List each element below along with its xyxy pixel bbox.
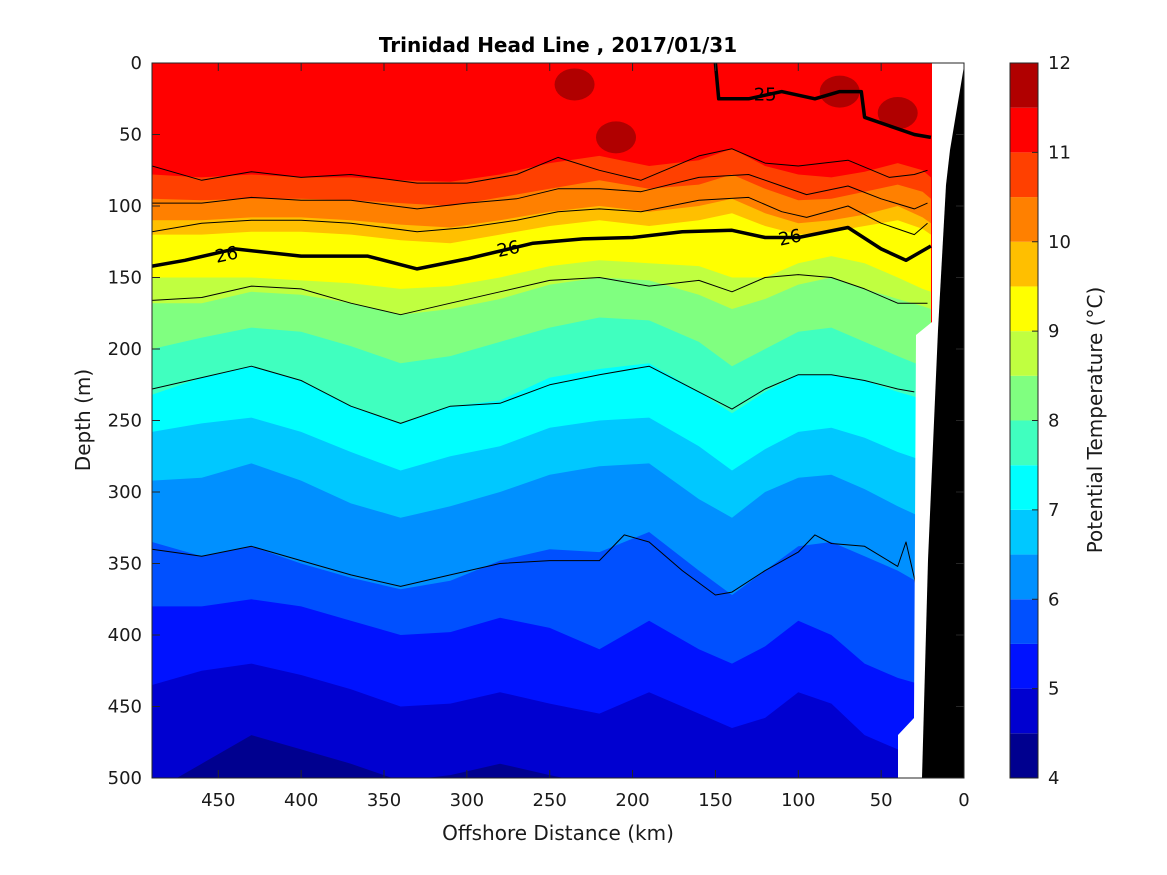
colorbar-segment [1010, 733, 1038, 778]
contour-line-6 [152, 365, 915, 424]
colorbar-tick-label: 11 [1048, 142, 1071, 163]
x-tick-label: 350 [367, 790, 401, 811]
colorbar-segment [1010, 241, 1038, 287]
y-tick-label: 200 [108, 339, 142, 360]
x-tick-label: 0 [958, 790, 969, 811]
contour-line-7 [152, 534, 919, 596]
warm-patch-1 [554, 68, 595, 101]
colorbar-tick-label: 4 [1048, 768, 1059, 789]
contour-line-1 [152, 225, 932, 271]
x-tick-label: 300 [450, 790, 484, 811]
contour-line-2 [152, 148, 928, 184]
plot-area: 25 26 26 26 [152, 63, 964, 778]
colorbar-tick-label: 10 [1048, 232, 1071, 253]
y-tick-label: 250 [108, 411, 142, 432]
y-tick-label: 50 [119, 125, 142, 146]
y-tick-label: 450 [108, 697, 142, 718]
colorbar-label: Potential Temperature (°C) [1083, 287, 1107, 554]
colorbar-tick-label: 12 [1048, 53, 1071, 74]
warm-patch-0 [596, 121, 636, 154]
colorbar-segment [1010, 152, 1038, 198]
colorbar-tick-label: 8 [1048, 411, 1059, 432]
colorbar-segment [1010, 554, 1038, 600]
colorbar-tick-label: 7 [1048, 500, 1059, 521]
x-axis: 450 400 350 300 250 200 150 100 50 0 [201, 63, 970, 811]
y-axis: 0 50 100 150 200 250 300 350 400 450 500 [108, 53, 964, 789]
colorbar-ticks: 4 5 6 7 8 9 10 11 12 [1032, 53, 1071, 789]
colorbar-segment [1010, 375, 1038, 421]
colorbar-tick-label: 9 [1048, 321, 1059, 342]
x-tick-label: 50 [870, 790, 893, 811]
y-tick-label: 300 [108, 482, 142, 503]
colorbar-segment [1010, 197, 1038, 242]
y-tick-label: 400 [108, 625, 142, 646]
colorbar-segment [1010, 63, 1038, 108]
colorbar-segment [1010, 107, 1038, 153]
warm-patch-3 [877, 97, 918, 130]
colorbar-segment [1010, 286, 1038, 332]
chart-title: Trinidad Head Line , 2017/01/31 [379, 33, 737, 57]
temperature-bands [152, 63, 964, 778]
colorbar-segment [1010, 688, 1038, 734]
x-axis-label: Offshore Distance (km) [442, 821, 674, 845]
band-below-4.5 [176, 735, 565, 778]
contour-line-4 [152, 196, 928, 236]
y-tick-label: 0 [131, 53, 142, 74]
x-tick-label: 100 [781, 790, 815, 811]
colorbar-segment [1010, 331, 1038, 376]
isotherm-contours: 25 26 26 26 [152, 63, 932, 596]
contour-line-3 [152, 174, 928, 210]
x-tick-label: 450 [201, 790, 235, 811]
x-tick-label: 400 [284, 790, 318, 811]
colorbar-segment [1010, 465, 1038, 510]
colorbar-segment [1010, 599, 1038, 644]
colorbar [1009, 62, 1039, 779]
x-tick-label: 150 [698, 790, 732, 811]
contour-line-5 [152, 274, 928, 316]
colorbar-segment [1010, 643, 1038, 689]
x-tick-label: 250 [533, 790, 567, 811]
y-tick-label: 350 [108, 554, 142, 575]
contour-line-0 [713, 63, 932, 140]
colorbar-tick-label: 5 [1048, 679, 1059, 700]
colorbar-tick-label: 6 [1048, 589, 1059, 610]
band-below-5 [152, 663, 931, 778]
colorbar-segment [1010, 420, 1038, 466]
contour-label: 26 [495, 237, 522, 262]
colorbar-segment [1010, 509, 1038, 555]
bathymetry-shelf [922, 66, 964, 778]
contour-label: 26 [777, 225, 804, 250]
contour-label: 26 [213, 242, 240, 267]
warm-patches [554, 68, 918, 154]
y-tick-label: 500 [108, 768, 142, 789]
x-tick-label: 200 [615, 790, 649, 811]
contour-label: 25 [754, 84, 777, 105]
y-tick-label: 150 [108, 268, 142, 289]
y-axis-label: Depth (m) [71, 369, 95, 471]
y-tick-label: 100 [108, 196, 142, 217]
